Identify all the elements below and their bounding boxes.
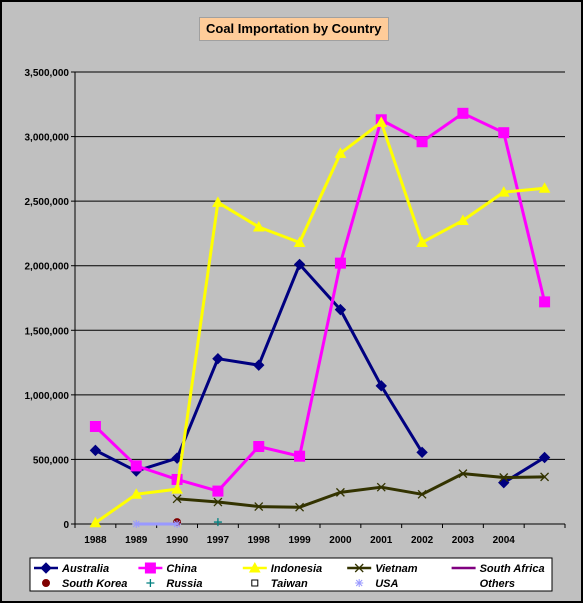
data-point-vietnam (417, 489, 427, 499)
legend-marker-vietnam (354, 563, 364, 573)
series-line-vietnam (176, 472, 545, 509)
data-point-australia (89, 444, 102, 457)
data-point-vietnam (254, 502, 264, 512)
legend-marker-south-korea (42, 579, 50, 587)
y-tick-label: 3,500,000 (25, 68, 70, 79)
data-point-china (334, 257, 346, 269)
data-point-china (498, 127, 510, 139)
legend-label-russia: Russia (166, 578, 202, 590)
data-point-china (416, 136, 428, 148)
y-tick-label: 3,000,000 (25, 133, 70, 144)
data-point-usa (173, 520, 182, 528)
data-point-china (130, 460, 142, 472)
data-point-china (253, 441, 265, 453)
x-tick-label: 2003 (452, 535, 475, 546)
data-point-australia (375, 380, 387, 392)
data-point-china (457, 107, 469, 119)
chart-title: Coal Importation by Country (199, 17, 389, 41)
data-point-vietnam (295, 502, 305, 512)
y-tick-label: 1,500,000 (25, 326, 70, 337)
data-point-vietnam (458, 469, 468, 479)
data-point-indonesia (171, 483, 183, 494)
legend-marker-taiwan (251, 579, 259, 587)
data-point-china (89, 420, 101, 432)
data-point-vietnam (376, 482, 386, 492)
data-point-vietnam (540, 472, 550, 482)
data-point-indonesia (293, 236, 306, 247)
x-tick-label: 1989 (125, 535, 148, 546)
data-point-indonesia (334, 147, 347, 158)
data-point-usa (132, 520, 141, 528)
x-tick-label: 2000 (329, 535, 352, 546)
data-point-indonesia (457, 214, 469, 226)
data-point-china (294, 450, 306, 462)
data-point-indonesia (538, 182, 551, 193)
data-point-russia (213, 518, 222, 527)
legend-marker-china (144, 562, 156, 574)
x-tick-label: 2004 (493, 535, 516, 546)
legend-label-usa: USA (375, 578, 398, 590)
data-point-indonesia (497, 186, 510, 197)
legend-label-south-korea: South Korea (62, 578, 127, 590)
data-point-indonesia (130, 488, 143, 499)
data-point-indonesia (252, 220, 265, 232)
x-tick-label: 1990 (166, 535, 189, 546)
data-point-indonesia (416, 236, 428, 247)
data-point-indonesia (375, 116, 388, 127)
data-point-vietnam (335, 487, 345, 497)
data-point-china (539, 296, 551, 308)
legend-marker-usa (355, 579, 364, 587)
legend-label-australia: Australia (61, 563, 109, 575)
x-tick-label: 1997 (207, 535, 230, 546)
data-point-australia (538, 451, 551, 464)
y-tick-label: 500,000 (33, 455, 70, 466)
y-tick-label: 2,500,000 (25, 197, 70, 208)
legend-marker-indonesia (248, 561, 261, 573)
y-tick-label: 2,000,000 (25, 262, 70, 273)
legend-box (29, 557, 553, 592)
data-point-australia (212, 352, 224, 365)
legend-label-indonesia: Indonesia (271, 563, 322, 575)
x-tick-label: 1988 (84, 535, 107, 546)
series-line-china (94, 111, 547, 493)
x-tick-label: 1999 (288, 535, 311, 546)
data-point-indonesia (212, 196, 224, 207)
data-point-australia (293, 258, 306, 271)
data-point-vietnam (499, 473, 509, 482)
data-point-indonesia (89, 516, 102, 528)
legend-label-vietnam: Vietnam (375, 563, 418, 575)
data-point-australia (334, 303, 347, 316)
legend-marker-russia (146, 579, 155, 587)
data-point-vietnam (213, 497, 223, 507)
data-point-vietnam (172, 494, 182, 504)
x-tick-label: 2002 (411, 535, 434, 546)
data-point-australia (416, 446, 428, 459)
series-line-indonesia (94, 120, 545, 524)
legend-label-taiwan: Taiwan (271, 578, 308, 590)
data-point-australia (253, 359, 265, 371)
y-tick-label: 0 (63, 520, 69, 531)
legend-marker-australia (40, 562, 52, 574)
data-point-china (212, 485, 224, 497)
y-tick-label: 1,000,000 (25, 391, 70, 402)
x-tick-label: 1998 (248, 535, 271, 546)
legend-label-china: China (166, 563, 197, 575)
legend-label-south-africa: South Africa (480, 563, 545, 575)
legend-label-others: Others (480, 578, 515, 590)
x-tick-label: 2001 (370, 535, 393, 546)
